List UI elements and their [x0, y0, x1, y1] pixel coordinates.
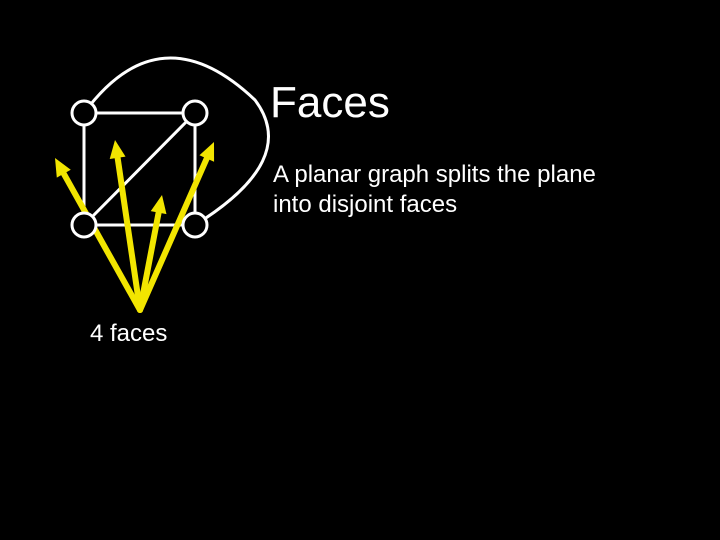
faces-count-caption: 4 faces	[90, 320, 167, 348]
graph-node	[183, 213, 207, 237]
face-arrow-head	[110, 140, 126, 159]
slide-title: Faces	[270, 78, 390, 128]
slide-subtitle: A planar graph splits the plane into dis…	[273, 160, 633, 220]
graph-edge	[84, 58, 269, 225]
graph-node	[183, 101, 207, 125]
graph-node	[72, 101, 96, 125]
slide: Faces A planar graph splits the plane in…	[0, 0, 720, 540]
face-arrow-head	[151, 195, 167, 214]
graph-edge	[84, 113, 195, 225]
graph-node	[72, 213, 96, 237]
graph-edges	[84, 58, 269, 225]
